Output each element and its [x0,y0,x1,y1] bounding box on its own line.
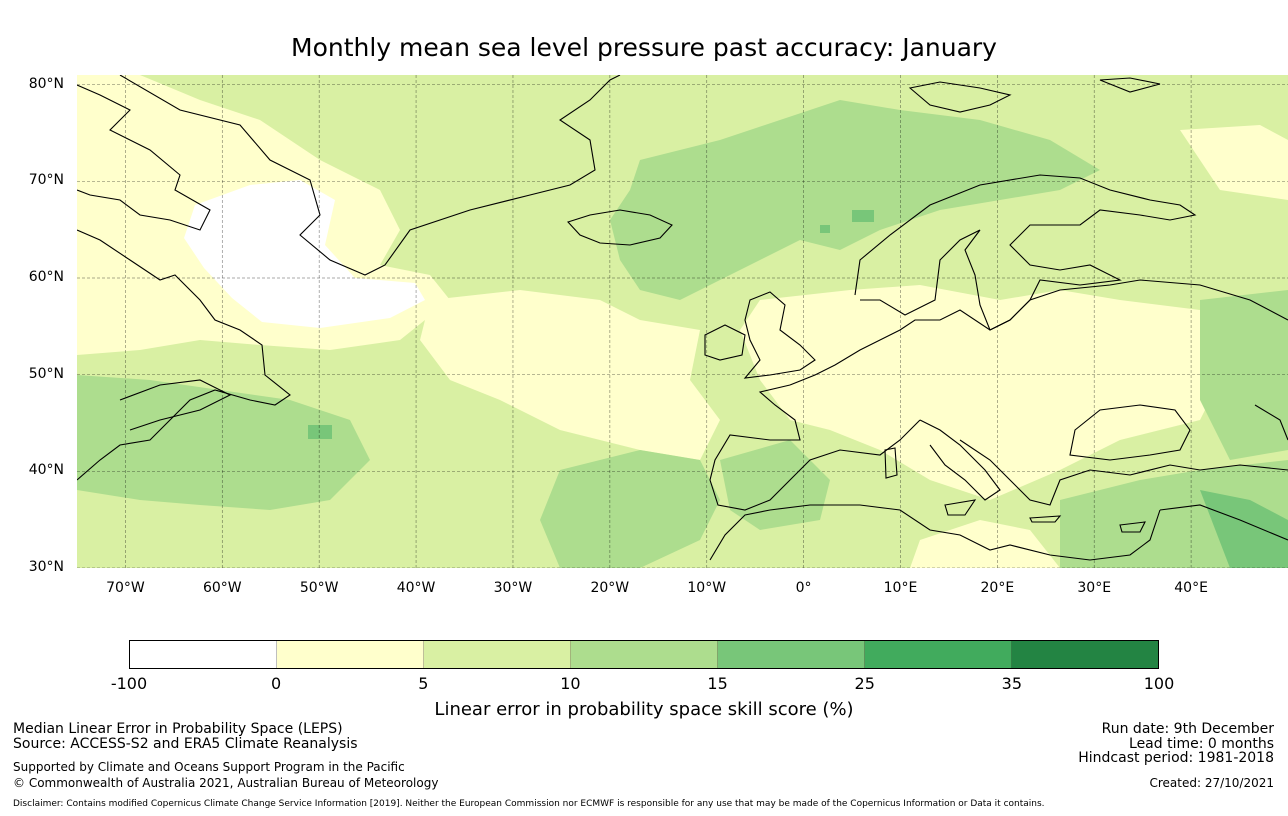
lat-tick-label: 80°N [28,75,64,92]
lon-tick-label: 50°W [299,580,339,596]
footer-run-date: Run date: 9th December [1101,721,1274,737]
coastline-italy [919,419,1001,501]
coastline-svalbard [908,81,1012,113]
lon-tick-label: 20°E [980,580,1015,596]
lon-tick-label: 40°W [396,580,436,596]
lat-tick-label: 30°N [28,559,64,575]
region-score-0-5 [184,180,425,328]
coastline-black-sea [1069,404,1191,461]
coastline-france [709,384,921,511]
coastline-scandinavia [854,174,1197,331]
footer-lead-time: Lead time: 0 months [1129,736,1274,752]
region-score-0-5 [420,290,720,460]
colorbar-tick-label: 0 [271,674,282,693]
coastline-crete [1029,515,1062,523]
lat-tick-label: 60°N [28,269,64,285]
coastlines [77,75,1288,561]
chart-title: Monthly mean sea level pressure past acc… [291,33,997,62]
footer-support: Supported by Climate and Oceans Support … [13,760,405,774]
lon-tick-label: 10°W [687,580,727,596]
lon-tick-label: 0° [795,580,812,596]
colorbar-tick-label: 100 [1143,674,1175,693]
colorbar-segment [571,641,718,668]
footer-method: Median Linear Error in Probability Space… [13,721,343,737]
coastline-balkans [959,439,1288,506]
cell-score-15-25 [820,225,830,233]
cell-score-15-25 [852,210,874,222]
coastline-franz-josef [1099,77,1161,93]
colorbar-segment [865,641,1012,668]
coastline-north-africa [709,504,1161,561]
lat-tick-label: 50°N [28,365,64,382]
coastline-labrador [77,229,291,481]
coastline-sicily [944,499,977,516]
coastline-cyprus [1119,521,1146,533]
coastline-gulf-st-lawrence [119,379,232,431]
cell-score-15-25 [308,425,332,439]
colorbar-segment [277,641,424,668]
colorbar-segment [718,641,865,668]
region-score-10-15 [610,100,1100,300]
colorbar-tick-label: 25 [854,674,875,693]
coastline-caspian [1254,404,1288,441]
colorbar-tick-label: 15 [707,674,728,693]
lon-tick-label: 20°W [590,580,630,596]
colorbar-tick-label: 5 [418,674,429,693]
colorbar-tick-label: 10 [560,674,581,693]
lon-tick-label: 60°W [202,580,242,596]
coastline-greenland [119,75,621,276]
lon-tick-label: 10°E [883,580,918,596]
coastline-europe [789,279,1288,386]
skill-score-field [77,75,1288,568]
colorbar-tick-label: 35 [1001,674,1023,693]
coastline-levant [1159,504,1288,541]
coastline-iceland [567,209,673,246]
lat-tick-label: 40°N [28,462,64,479]
colorbar-segment [424,641,571,668]
lon-tick-label: 30°W [493,580,533,596]
colorbar-segment [130,641,277,668]
footer-hindcast: Hindcast period: 1981-2018 [1078,750,1274,766]
lon-tick-label: 70°W [106,580,145,596]
colorbar [129,640,1159,669]
region-score-10-15 [77,375,370,510]
region-score-10-15 [1200,290,1288,460]
colorbar-tick-label: -100 [110,674,148,693]
coastline-baffin [77,84,211,231]
colorbar-segment [1012,641,1158,668]
footer-copyright: © Commonwealth of Australia 2021, Austra… [13,776,439,790]
colorbar-label: Linear error in probability space skill … [434,699,854,720]
lon-tick-label: 30°E [1077,580,1112,596]
coastline-great-britain [743,291,816,379]
lon-tick-label: 40°E [1174,580,1208,596]
region-score-15-25 [1200,490,1288,568]
footer-disclaimer: Disclaimer: Contains modified Copernicus… [13,799,1045,809]
coastline-ireland [704,324,746,361]
footer-created: Created: 27/10/2021 [1149,776,1274,790]
region-score-10-15 [540,450,720,568]
footer-source: Source: ACCESS-S2 and ERA5 Climate Reana… [13,736,358,752]
region-score-0-5 [1180,125,1288,200]
lat-tick-label: 70°N [28,172,64,189]
graticule [77,75,1288,568]
coastline-sardinia [884,447,898,479]
region-score-0-5 [910,520,1060,568]
region-score-0-5 [740,285,1220,500]
region-score-10-15 [720,440,830,530]
